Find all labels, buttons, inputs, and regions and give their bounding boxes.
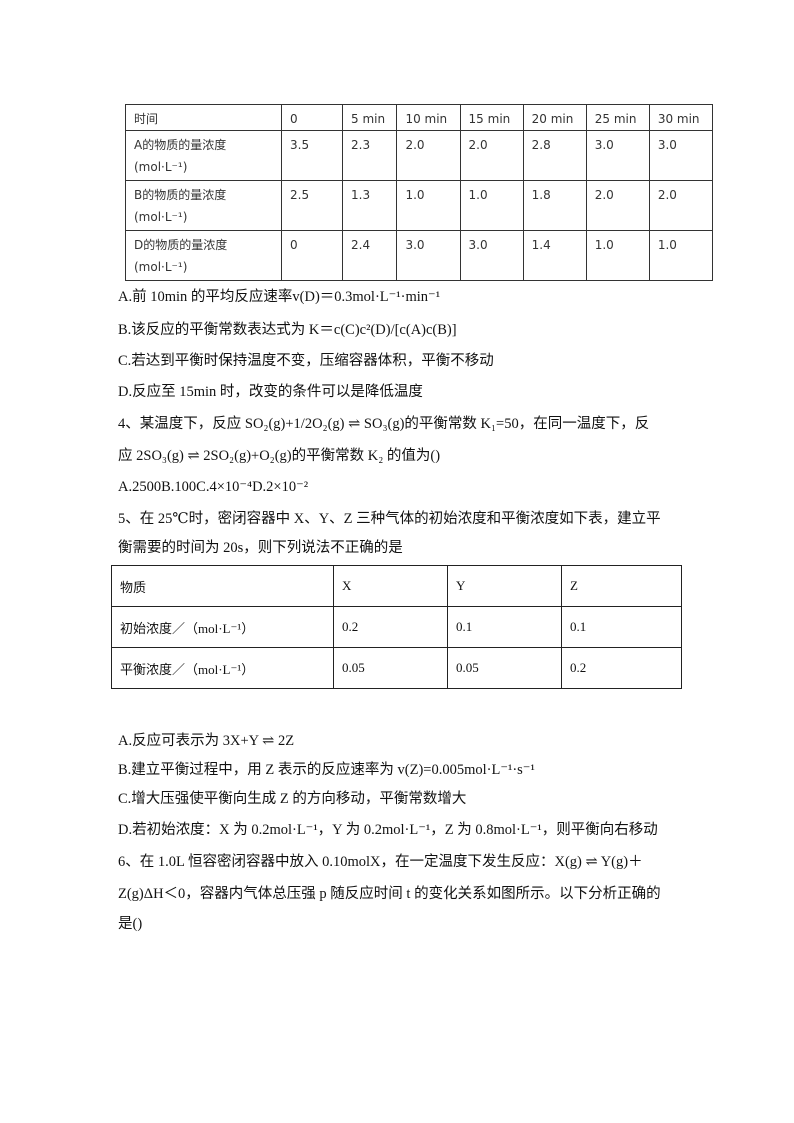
table-cell: 0.05 <box>447 647 562 689</box>
table-cell: 1.0 <box>585 230 650 281</box>
table-cell: 3.0 <box>648 130 714 181</box>
table-cell: 2.5 <box>281 180 343 231</box>
table-cell: 30 min <box>648 104 714 131</box>
table-cell: 0 <box>281 104 343 131</box>
table-cell: 10 min <box>396 104 461 131</box>
table-cell: 25 min <box>585 104 650 131</box>
option-text: C.增大压强使平衡向生成 Z 的方向移动，平衡常数增大 <box>118 791 467 807</box>
table-cell: X <box>333 565 448 607</box>
question-text: 5、在 25℃时，密闭容器中 X、Y、Z 三种气体的初始浓度和平衡浓度如下表，建… <box>118 511 661 527</box>
option-text: C.若达到平衡时保持温度不变，压缩容器体积，平衡不移动 <box>118 353 494 369</box>
option-text: B.建立平衡过程中，用 Z 表示的反应速率为 v(Z)=0.005mol·L⁻¹… <box>118 762 535 778</box>
table-cell: 3.0 <box>585 130 650 181</box>
table-cell: 5 min <box>341 104 398 131</box>
question-text: 6、在 1.0L 恒容密闭容器中放入 0.10molX，在一定温度下发生反应：X… <box>118 854 643 870</box>
option-text: A.前 10min 的平均反应速率v(D)＝0.3mol·L⁻¹·min⁻¹ <box>118 289 441 305</box>
option-text: D.若初始浓度：X 为 0.2mol·L⁻¹，Y 为 0.2mol·L⁻¹，Z … <box>118 822 658 838</box>
table-cell: 1.8 <box>522 180 587 231</box>
table-cell: 15 min <box>459 104 524 131</box>
table-row: A的物质的量浓度(mol·L⁻¹) 3.5 2.3 2.0 2.0 2.8 3.… <box>125 130 714 181</box>
table-cell: 0.05 <box>333 647 448 689</box>
table-cell: D的物质的量浓度(mol·L⁻¹) <box>125 230 282 281</box>
table-row: B的物质的量浓度(mol·L⁻¹) 2.5 1.3 1.0 1.0 1.8 2.… <box>125 180 714 231</box>
table-cell: 20 min <box>522 104 587 131</box>
table-header-row: 时间 0 5 min 10 min 15 min 20 min 25 min 3… <box>125 104 714 131</box>
table-cell: A的物质的量浓度(mol·L⁻¹) <box>125 130 282 181</box>
table-row: 平衡浓度／（mol·L⁻¹） 0.05 0.05 0.2 <box>111 647 682 689</box>
table-cell: 1.0 <box>396 180 461 231</box>
table-cell: 0.2 <box>333 606 448 648</box>
table-cell: 2.0 <box>396 130 461 181</box>
table-cell: 3.5 <box>281 130 343 181</box>
question-text: 衡需要的时间为 20s，则下列说法不正确的是 <box>118 540 403 556</box>
option-text: A.2500B.100C.4×10⁻⁴D.2×10⁻² <box>118 479 309 495</box>
concentration-table: 物质 X Y Z 初始浓度／（mol·L⁻¹） 0.2 0.1 0.1 平衡浓度… <box>111 565 682 689</box>
table-cell: 2.0 <box>648 180 714 231</box>
question-text: 4、某温度下，反应 SO₂(g)+1/2O₂(g) ⇌ SO₃(g)的平衡常数 … <box>118 416 650 432</box>
table-cell: 0.1 <box>561 606 682 648</box>
option-text: B.该反应的平衡常数表达式为 K＝c(C)c²(D)/[c(A)c(B)] <box>118 322 457 338</box>
table-cell: 2.0 <box>459 130 524 181</box>
table-cell: 2.3 <box>341 130 398 181</box>
table-cell: 0 <box>281 230 343 281</box>
table-cell: 1.3 <box>341 180 398 231</box>
concentration-time-table: 时间 0 5 min 10 min 15 min 20 min 25 min 3… <box>125 104 714 281</box>
table-cell: 2.8 <box>522 130 587 181</box>
table-cell: Y <box>447 565 562 607</box>
question-text: 是() <box>118 916 143 932</box>
table-cell: B的物质的量浓度(mol·L⁻¹) <box>125 180 282 231</box>
table-cell: Z <box>561 565 682 607</box>
question-text: 应 2SO₃(g) ⇌ 2SO₂(g)+O₂(g)的平衡常数 K₂ 的值为() <box>118 448 441 464</box>
table-cell: 3.0 <box>396 230 461 281</box>
table-cell: 物质 <box>111 565 334 607</box>
table-cell: 3.0 <box>459 230 524 281</box>
table-cell: 初始浓度／（mol·L⁻¹） <box>111 606 334 648</box>
option-text: D.反应至 15min 时，改变的条件可以是降低温度 <box>118 384 423 400</box>
table-header-row: 物质 X Y Z <box>111 565 682 607</box>
table-row: D的物质的量浓度(mol·L⁻¹) 0 2.4 3.0 3.0 1.4 1.0 … <box>125 230 714 281</box>
question-text: Z(g)ΔH＜0，容器内气体总压强 p 随反应时间 t 的变化关系如图所示。以下… <box>118 886 661 902</box>
table-row: 初始浓度／（mol·L⁻¹） 0.2 0.1 0.1 <box>111 606 682 648</box>
table-cell: 1.4 <box>522 230 587 281</box>
table-cell: 0.2 <box>561 647 682 689</box>
table-cell: 时间 <box>125 104 282 131</box>
table-cell: 0.1 <box>447 606 562 648</box>
option-text: A.反应可表示为 3X+Y ⇌ 2Z <box>118 733 295 749</box>
table-cell: 平衡浓度／（mol·L⁻¹） <box>111 647 334 689</box>
table-cell: 1.0 <box>459 180 524 231</box>
table-cell: 2.0 <box>585 180 650 231</box>
table-cell: 1.0 <box>648 230 714 281</box>
table-cell: 2.4 <box>341 230 398 281</box>
